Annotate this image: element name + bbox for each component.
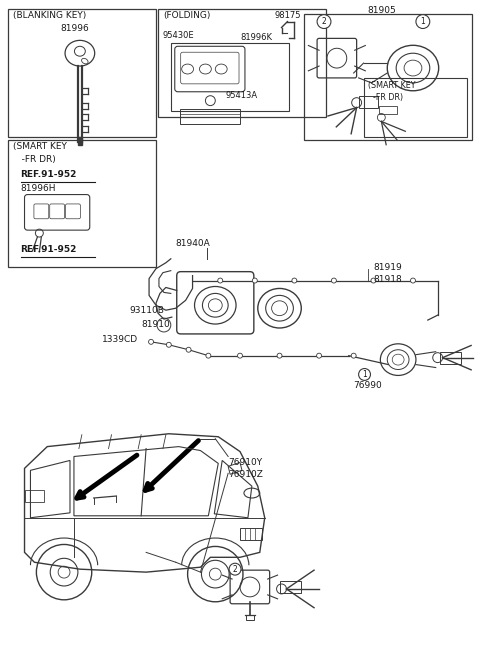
Text: 2: 2 bbox=[233, 565, 238, 574]
Polygon shape bbox=[78, 138, 82, 145]
Bar bbox=[359, 96, 378, 107]
Text: 81918: 81918 bbox=[373, 274, 402, 284]
Text: 1: 1 bbox=[362, 370, 367, 379]
Bar bbox=[171, 43, 289, 111]
Bar bbox=[8, 140, 156, 267]
Circle shape bbox=[416, 14, 430, 29]
Text: (SMART KEY: (SMART KEY bbox=[12, 142, 67, 151]
Circle shape bbox=[317, 353, 322, 358]
Text: 81940A: 81940A bbox=[176, 239, 211, 248]
Circle shape bbox=[277, 353, 282, 358]
Circle shape bbox=[317, 14, 331, 29]
Circle shape bbox=[331, 278, 336, 283]
Bar bbox=[8, 9, 156, 138]
Text: REF.91-952: REF.91-952 bbox=[21, 170, 77, 179]
Text: (SMART KEY: (SMART KEY bbox=[369, 81, 416, 90]
Circle shape bbox=[167, 343, 171, 347]
Circle shape bbox=[371, 278, 376, 283]
Text: 95430E: 95430E bbox=[163, 31, 194, 41]
Circle shape bbox=[359, 369, 371, 381]
Bar bbox=[246, 614, 254, 620]
Text: 81996: 81996 bbox=[60, 24, 89, 33]
Circle shape bbox=[218, 278, 223, 283]
Text: 81996K: 81996K bbox=[240, 33, 272, 43]
Text: 81996H: 81996H bbox=[21, 183, 56, 193]
Text: 81905: 81905 bbox=[367, 6, 396, 15]
Text: 2: 2 bbox=[322, 17, 326, 26]
Circle shape bbox=[252, 278, 257, 283]
Circle shape bbox=[351, 353, 356, 358]
Text: -FR DR): -FR DR) bbox=[369, 93, 404, 102]
Text: 98175: 98175 bbox=[275, 10, 301, 20]
Ellipse shape bbox=[82, 58, 88, 64]
Text: 1339CD: 1339CD bbox=[102, 335, 138, 344]
Text: (BLANKING KEY): (BLANKING KEY) bbox=[12, 10, 86, 20]
Bar bbox=[304, 14, 472, 140]
Text: 95413A: 95413A bbox=[225, 91, 257, 100]
Text: 76990: 76990 bbox=[354, 381, 383, 390]
Text: 1: 1 bbox=[420, 17, 425, 26]
Bar bbox=[240, 528, 262, 540]
Circle shape bbox=[238, 353, 242, 358]
Text: 76910Z: 76910Z bbox=[228, 470, 263, 479]
Circle shape bbox=[292, 278, 297, 283]
Bar bbox=[379, 105, 397, 113]
Bar bbox=[158, 9, 326, 117]
Bar bbox=[180, 109, 240, 124]
Text: 81910: 81910 bbox=[141, 320, 170, 329]
Bar bbox=[24, 490, 44, 502]
Circle shape bbox=[229, 563, 241, 575]
Circle shape bbox=[149, 339, 154, 345]
Circle shape bbox=[410, 278, 416, 283]
Circle shape bbox=[206, 353, 211, 358]
Bar bbox=[279, 581, 301, 593]
Circle shape bbox=[186, 347, 191, 352]
Bar bbox=[440, 352, 461, 364]
Text: 81919: 81919 bbox=[373, 263, 402, 272]
Text: REF.91-952: REF.91-952 bbox=[21, 245, 77, 254]
Text: 93110B: 93110B bbox=[129, 307, 164, 315]
Text: (FOLDING): (FOLDING) bbox=[163, 10, 210, 20]
Text: -FR DR): -FR DR) bbox=[12, 155, 55, 164]
Text: 76910Y: 76910Y bbox=[228, 458, 262, 468]
Bar bbox=[363, 78, 468, 138]
